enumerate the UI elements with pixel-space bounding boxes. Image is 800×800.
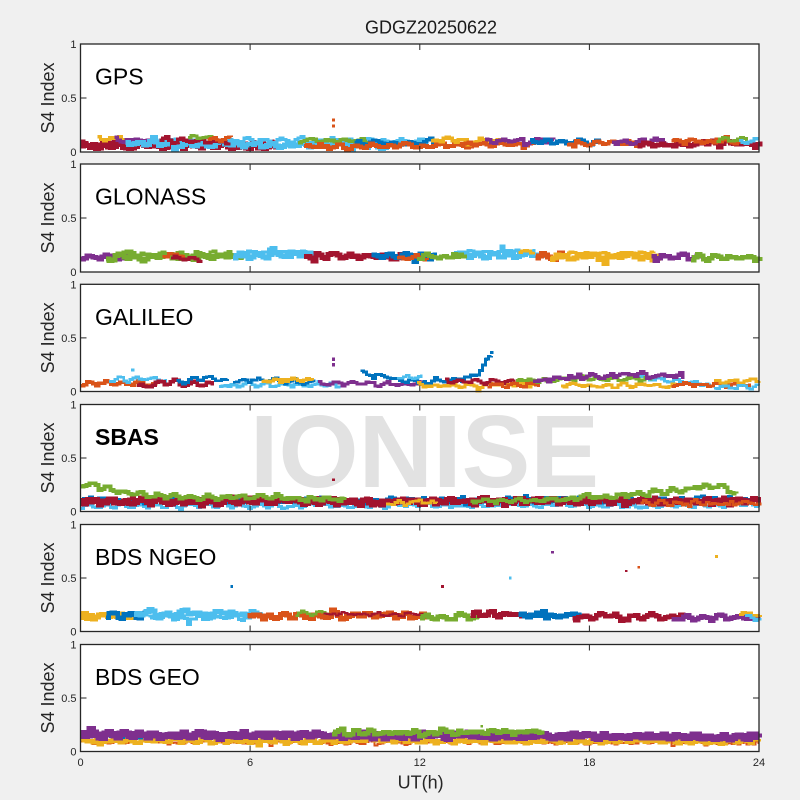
svg-text:UT(h): UT(h) — [398, 772, 444, 792]
svg-text:GLONASS: GLONASS — [95, 184, 206, 210]
svg-text:0: 0 — [70, 507, 76, 519]
svg-text:0.5: 0.5 — [61, 333, 76, 345]
svg-text:0: 0 — [70, 387, 76, 399]
svg-text:1: 1 — [70, 159, 76, 171]
svg-text:0: 0 — [70, 147, 76, 159]
svg-text:S4 Index: S4 Index — [38, 62, 58, 133]
svg-text:0: 0 — [70, 627, 76, 639]
svg-text:0: 0 — [77, 757, 83, 769]
svg-text:1: 1 — [70, 640, 76, 652]
svg-text:GPS: GPS — [95, 64, 144, 90]
svg-text:BDS NGEO: BDS NGEO — [95, 544, 216, 570]
svg-text:1: 1 — [70, 520, 76, 532]
svg-text:0.5: 0.5 — [61, 573, 76, 585]
svg-text:S4 Index: S4 Index — [38, 182, 58, 253]
svg-text:GDGZ20250622: GDGZ20250622 — [365, 18, 497, 38]
svg-text:1: 1 — [70, 39, 76, 51]
svg-text:BDS GEO: BDS GEO — [95, 664, 200, 690]
svg-text:SBAS: SBAS — [95, 424, 159, 450]
svg-text:S4 Index: S4 Index — [38, 542, 58, 613]
svg-text:0.5: 0.5 — [61, 213, 76, 225]
svg-text:18: 18 — [583, 757, 595, 769]
svg-text:0: 0 — [70, 267, 76, 279]
svg-text:1: 1 — [70, 400, 76, 412]
svg-text:S4 Index: S4 Index — [38, 662, 58, 733]
svg-text:24: 24 — [753, 757, 765, 769]
svg-text:1: 1 — [70, 279, 76, 291]
svg-text:IONISE: IONISE — [250, 394, 599, 509]
svg-text:GALILEO: GALILEO — [95, 304, 193, 330]
svg-text:12: 12 — [414, 757, 426, 769]
svg-text:6: 6 — [247, 757, 253, 769]
svg-text:0.5: 0.5 — [61, 93, 76, 105]
svg-text:0: 0 — [70, 747, 76, 759]
svg-text:S4 Index: S4 Index — [38, 422, 58, 493]
svg-text:0.5: 0.5 — [61, 693, 76, 705]
svg-text:S4 Index: S4 Index — [38, 302, 58, 373]
svg-text:0.5: 0.5 — [61, 453, 76, 465]
